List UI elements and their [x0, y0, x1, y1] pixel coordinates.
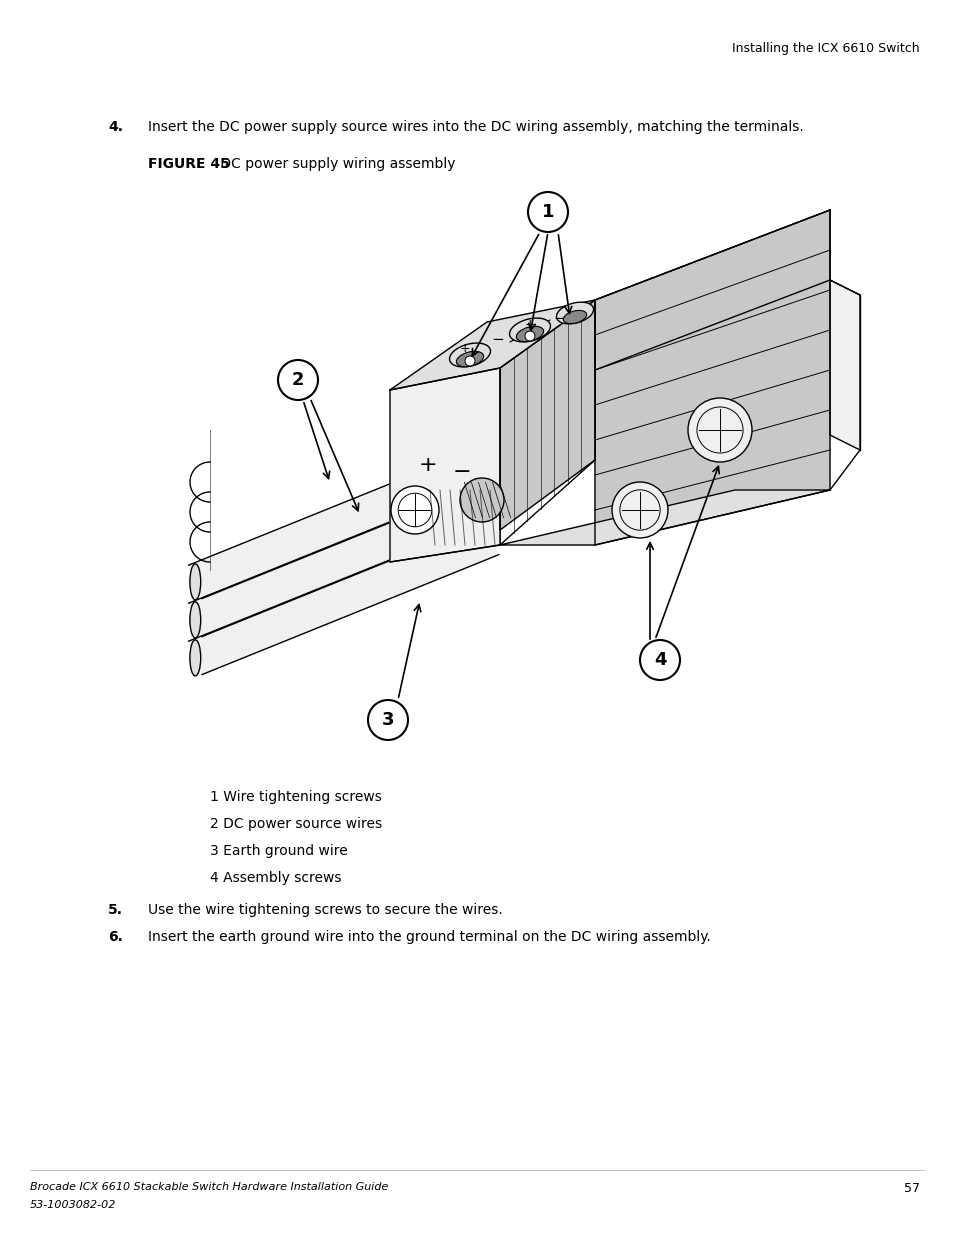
Ellipse shape [562, 310, 586, 324]
Polygon shape [189, 483, 498, 636]
Text: +: + [524, 319, 535, 331]
Text: −: − [453, 462, 471, 482]
Ellipse shape [556, 303, 593, 324]
Circle shape [391, 487, 438, 534]
Text: 1: 1 [541, 203, 554, 221]
Circle shape [459, 478, 503, 522]
Ellipse shape [190, 601, 200, 637]
Text: 3: 3 [381, 711, 394, 729]
Polygon shape [829, 280, 859, 450]
Circle shape [397, 493, 432, 527]
Ellipse shape [516, 326, 543, 342]
Ellipse shape [449, 343, 490, 367]
Circle shape [464, 356, 475, 366]
Text: 2 DC power source wires: 2 DC power source wires [210, 818, 382, 831]
Text: 4.: 4. [108, 120, 123, 135]
Circle shape [527, 191, 567, 232]
Text: +: + [459, 342, 470, 354]
Ellipse shape [509, 319, 550, 342]
Text: +: + [418, 454, 436, 475]
Text: DC power supply wiring assembly: DC power supply wiring assembly [215, 157, 455, 170]
Text: 6.: 6. [108, 930, 123, 944]
Text: Installing the ICX 6610 Switch: Installing the ICX 6610 Switch [732, 42, 919, 54]
Text: 3 Earth ground wire: 3 Earth ground wire [210, 844, 348, 858]
Circle shape [612, 482, 667, 538]
Circle shape [697, 408, 742, 453]
Circle shape [639, 640, 679, 680]
Text: Brocade ICX 6610 Stackable Switch Hardware Installation Guide: Brocade ICX 6610 Stackable Switch Hardwa… [30, 1182, 388, 1192]
Text: −: − [553, 310, 566, 326]
Polygon shape [189, 521, 498, 674]
Circle shape [687, 398, 751, 462]
Text: −: − [491, 332, 504, 347]
Text: 2: 2 [292, 370, 304, 389]
Text: 4 Assembly screws: 4 Assembly screws [210, 871, 341, 885]
Text: Use the wire tightening screws to secure the wires.: Use the wire tightening screws to secure… [148, 903, 502, 918]
Polygon shape [595, 210, 829, 370]
Circle shape [619, 490, 659, 530]
Ellipse shape [190, 564, 200, 600]
Polygon shape [189, 446, 498, 599]
Polygon shape [390, 300, 595, 390]
Polygon shape [499, 490, 829, 545]
Text: 53-1003082-02: 53-1003082-02 [30, 1200, 116, 1210]
Text: Insert the earth ground wire into the ground terminal on the DC wiring assembly.: Insert the earth ground wire into the gr… [148, 930, 710, 944]
Polygon shape [595, 210, 829, 545]
Circle shape [368, 700, 408, 740]
Text: 1 Wire tightening screws: 1 Wire tightening screws [210, 790, 381, 804]
Text: FIGURE 45: FIGURE 45 [148, 157, 230, 170]
Text: 57: 57 [903, 1182, 919, 1195]
Polygon shape [499, 300, 595, 530]
Text: 4: 4 [653, 651, 665, 669]
Ellipse shape [190, 640, 200, 676]
Circle shape [524, 331, 535, 341]
Text: 5.: 5. [108, 903, 123, 918]
Circle shape [277, 359, 317, 400]
Polygon shape [390, 368, 499, 562]
Ellipse shape [456, 351, 483, 367]
Text: Insert the DC power supply source wires into the DC wiring assembly, matching th: Insert the DC power supply source wires … [148, 120, 803, 135]
